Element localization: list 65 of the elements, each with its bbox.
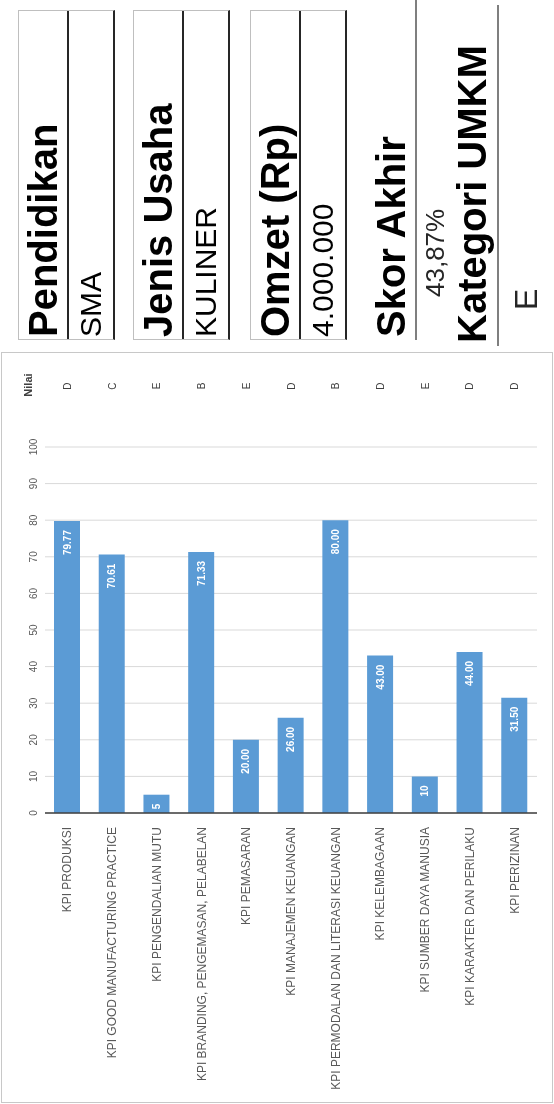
bar [501,697,528,813]
text: E [419,382,431,390]
bar [322,520,349,813]
x-tick-label: KPI BRANDING, PENGEMASAN, PELABELAN [194,827,209,1082]
y-tick-label: 70 [28,550,39,563]
x-tick-label: KPI MANAJEMEN KEUANGAN [284,827,298,996]
text: D [61,382,73,390]
text: Skor Akhir [369,0,417,340]
bar [367,655,394,813]
bar [188,551,215,813]
data-label: 79.77 [61,529,73,556]
bar [411,776,438,813]
y-tick-label: 30 [28,697,39,709]
x-tick-label: KPI PERMODALAN DAN LITERASI KEUANGAN [328,827,343,1090]
y-tick-label: 100 [28,438,39,456]
y-tick-label: 40 [28,660,39,673]
text: D [509,382,521,390]
bar [456,651,483,813]
text: 43,87% [420,208,450,297]
text: D [375,382,386,390]
y-tick-label: 80 [28,514,39,526]
text: E [151,382,163,390]
x-tick-label: KPI PENGENDALIAN MUTU [149,827,164,982]
data-label: 80.00 [329,528,341,555]
x-tick-label: KPI KARAKTER DAN PERILAKU [462,827,477,1006]
x-tick-label: KPI KELEMBAGAAN [373,827,388,941]
data-label: 44.00 [464,660,476,686]
x2-axis-title: Nilai [21,372,35,399]
x-tick-label: KPI PERIZINAN [507,827,522,914]
y-tick-label: 10 [28,770,39,782]
text: D [285,382,297,390]
x-tick-label: KPI SUMBER DAYA MANUSIA [418,827,433,993]
y-tick-label: 20 [28,733,39,746]
data-label: 70.61 [106,563,118,589]
text: B [330,382,342,390]
text: Jenis Usaha [134,11,184,339]
data-label: 31.50 [508,706,520,732]
text: Pendidikan [19,11,69,339]
text: B [196,382,208,390]
x-tick-label: KPI GOOD MANUFACTURING PRACTICE [105,827,120,1059]
x-tick-label: KPI PEMASARAN [239,827,254,926]
text: Kategori UMKM [450,5,499,346]
y-tick-label: 50 [28,624,39,636]
text: 4.000.000 [305,202,340,339]
text: E [240,382,252,390]
y-tick-label: 60 [28,587,39,599]
data-label: 20.00 [240,748,252,774]
bar [232,739,259,813]
data-label: 5 [151,803,162,810]
bar [98,554,125,813]
text: C [106,382,118,390]
bar [277,717,304,813]
text: SMA [73,271,108,339]
data-label: 71.33 [195,560,207,586]
text: Omzet (Rp) [251,11,301,339]
y-tick-label: 0 [28,809,39,816]
data-label: 43.00 [374,664,386,690]
text: E [508,288,544,310]
data-label: 10 [419,784,431,797]
data-label: 26.00 [285,726,297,752]
x-tick-label: KPI PRODUKSI [60,827,75,913]
text: KULINER [188,205,223,339]
text: D [464,382,476,390]
bar [54,521,80,813]
y-tick-label: 90 [28,477,39,490]
